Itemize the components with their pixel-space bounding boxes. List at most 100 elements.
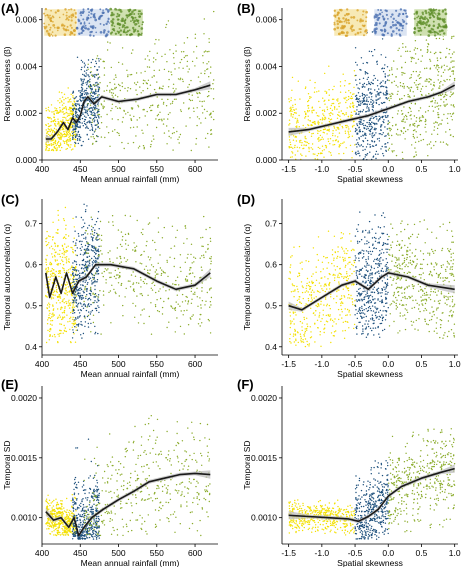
point-green (196, 138, 197, 139)
point-yellow (343, 259, 344, 260)
point-blue (368, 109, 369, 110)
point-blue (380, 323, 381, 324)
point-yellow (62, 299, 63, 300)
point-blue (382, 146, 383, 147)
point-yellow (318, 122, 319, 123)
point-green (401, 293, 402, 294)
point-yellow (298, 291, 299, 292)
point-blue (96, 221, 97, 222)
point-green (414, 82, 415, 83)
point-green (174, 68, 175, 69)
point-yellow (302, 292, 303, 293)
point-yellow (320, 301, 321, 302)
point-green (155, 304, 156, 305)
point-green (162, 237, 163, 238)
point-green (411, 61, 412, 62)
point-yellow (337, 98, 338, 99)
point-green (443, 281, 444, 282)
point-green (413, 156, 414, 157)
point-yellow (320, 130, 321, 131)
point-yellow (351, 96, 352, 97)
point-green (174, 258, 175, 259)
point-green (452, 60, 453, 61)
point-blue (96, 117, 97, 118)
point-blue (385, 94, 386, 95)
point-green (420, 250, 421, 251)
point-yellow (345, 80, 346, 81)
point-yellow (354, 324, 355, 325)
point-green (120, 90, 121, 91)
point-yellow (62, 317, 63, 318)
point-yellow (293, 336, 294, 337)
point-blue (371, 104, 372, 105)
point-yellow (66, 258, 67, 259)
point-yellow (311, 125, 312, 126)
point-blue (370, 269, 371, 270)
point-yellow (63, 333, 64, 334)
point-yellow (69, 307, 70, 308)
point-green (161, 275, 162, 276)
point-blue (84, 109, 85, 110)
point-green (155, 292, 156, 293)
point-blue (381, 82, 382, 83)
point-green (114, 88, 115, 89)
point-green (202, 55, 203, 56)
point-blue (73, 297, 74, 298)
point-yellow (67, 250, 68, 251)
point-blue (82, 246, 83, 247)
point-blue (94, 252, 95, 253)
point-green (190, 80, 191, 81)
point-blue (359, 127, 360, 128)
point-yellow (324, 73, 325, 74)
point-blue (98, 66, 99, 67)
point-green (437, 75, 438, 76)
point-yellow (65, 130, 66, 131)
point-yellow (62, 253, 63, 254)
point-green (396, 234, 397, 235)
point-yellow (345, 321, 346, 322)
point-yellow (298, 342, 299, 343)
point-green (200, 314, 201, 315)
point-green (83, 301, 84, 302)
point-yellow (69, 318, 70, 319)
point-green (435, 250, 436, 251)
point-yellow (346, 253, 347, 254)
point-yellow (347, 250, 348, 251)
point-blue (385, 319, 386, 320)
point-green (107, 49, 108, 50)
point-green (151, 264, 152, 265)
point-green (394, 81, 395, 82)
point-blue (369, 295, 370, 296)
x-tick-label: 600 (188, 164, 202, 174)
point-blue (365, 320, 366, 321)
point-blue (387, 234, 388, 235)
point-blue (75, 294, 76, 295)
point-green (135, 261, 136, 262)
point-green (210, 332, 211, 333)
point-blue (377, 242, 378, 243)
point-blue (358, 253, 359, 254)
point-yellow (345, 102, 346, 103)
point-yellow (301, 303, 302, 304)
point-green (88, 253, 89, 254)
point-blue (369, 306, 370, 307)
point-green (87, 268, 88, 269)
point-green (101, 103, 102, 104)
point-green (189, 273, 190, 274)
point-blue (370, 88, 371, 89)
point-green (153, 282, 154, 283)
point-green (451, 104, 452, 105)
point-blue (79, 138, 80, 139)
point-blue (381, 314, 382, 315)
point-blue (368, 307, 369, 308)
point-green (421, 264, 422, 265)
point-green (441, 123, 442, 124)
point-yellow (295, 112, 296, 113)
point-green (108, 132, 109, 133)
point-blue (383, 93, 384, 94)
point-blue (79, 276, 80, 277)
point-green (429, 253, 430, 254)
point-yellow (337, 100, 338, 101)
point-blue (375, 315, 376, 316)
